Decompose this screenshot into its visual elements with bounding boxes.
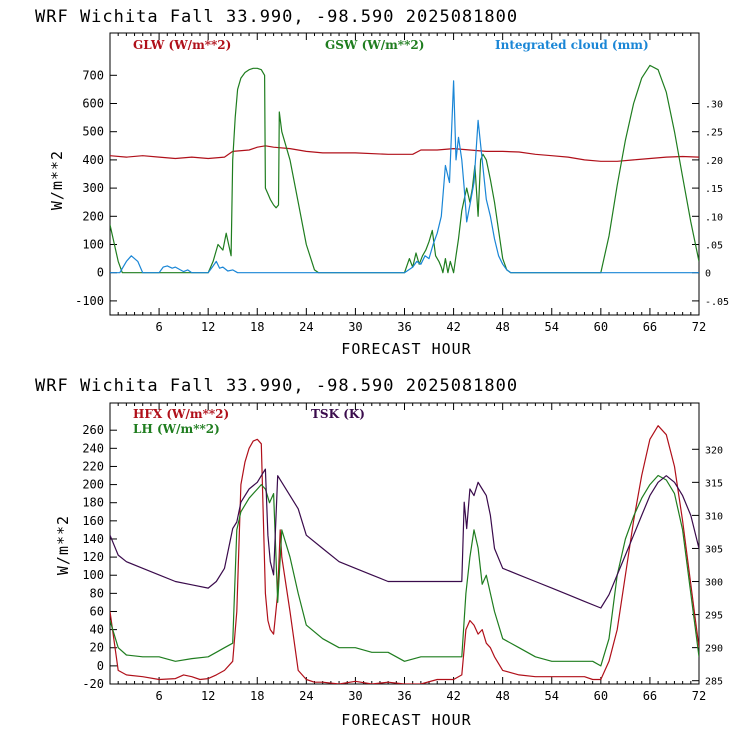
y-tick-label: 700 — [82, 68, 104, 82]
y-tick-label: 400 — [82, 153, 104, 167]
y-tick-label: 100 — [82, 568, 104, 582]
y2-tick-label: .10 — [705, 212, 723, 223]
x-tick-label: 48 — [495, 689, 509, 703]
y-tick-label: 100 — [82, 238, 104, 252]
y2-tick-label: 310 — [705, 511, 723, 522]
legend-tsk: TSK (K) — [311, 407, 365, 421]
y-tick-label: 0 — [97, 659, 104, 673]
x-tick-label: 6 — [155, 320, 162, 334]
y2-tick-label: .20 — [705, 156, 723, 167]
series-line-gsw — [110, 64, 699, 274]
plot-frame — [109, 402, 700, 685]
y2-tick-label: 315 — [705, 478, 723, 489]
series-line-lh — [110, 474, 699, 667]
y-tick-label: 120 — [82, 550, 104, 564]
y-tick-label: 300 — [82, 181, 104, 195]
y-tick-label: 0 — [97, 266, 104, 280]
y-tick-label: 200 — [82, 209, 104, 223]
y2-tick-label: .25 — [705, 128, 723, 139]
x-tick-label: 42 — [446, 320, 460, 334]
y-tick-label: 220 — [82, 459, 104, 473]
y2-tick-label: .05 — [705, 241, 723, 252]
y-tick-label: 140 — [82, 532, 104, 546]
x-tick-label: 66 — [643, 689, 657, 703]
x-tick-label: 18 — [250, 689, 264, 703]
x-axis-label: FORECAST HOUR — [341, 340, 471, 358]
y-tick-label: 80 — [90, 586, 104, 600]
x-tick-label: 60 — [594, 689, 608, 703]
y-tick-label: 600 — [82, 97, 104, 111]
y-axis-label: W/m**2 — [54, 515, 72, 575]
y2-tick-label: 320 — [705, 445, 723, 456]
y2-tick-label: 0 — [705, 269, 711, 280]
y2-tick-label: 300 — [705, 578, 723, 589]
x-tick-label: 72 — [692, 689, 706, 703]
x-tick-label: 60 — [594, 320, 608, 334]
x-tick-label: 42 — [446, 689, 460, 703]
y-axis-label: W/m**2 — [48, 150, 66, 210]
y-tick-label: 20 — [90, 641, 104, 655]
y-tick-label: 200 — [82, 478, 104, 492]
y-tick-label: 180 — [82, 496, 104, 510]
y-tick-label: -100 — [75, 294, 104, 308]
y-tick-label: 240 — [82, 441, 104, 455]
legend-glw: GLW (W/m**2) — [133, 38, 231, 52]
panel-2 — [109, 402, 700, 685]
legend-integrated: Integrated cloud (mm) — [495, 38, 649, 52]
y2-tick-label: 295 — [705, 611, 723, 622]
legend-hfx: HFX (W/m**2) — [133, 407, 229, 421]
x-tick-label: 12 — [201, 320, 215, 334]
y-tick-label: 40 — [90, 623, 104, 637]
y2-tick-label: .15 — [705, 184, 723, 195]
x-tick-label: 48 — [495, 320, 509, 334]
x-tick-label: 66 — [643, 320, 657, 334]
x-tick-label: 12 — [201, 689, 215, 703]
panel-1 — [109, 32, 700, 316]
y-tick-label: 160 — [82, 514, 104, 528]
y2-tick-label: 285 — [705, 677, 723, 688]
y2-tick-label: .30 — [705, 100, 723, 111]
y2-tick-label: 290 — [705, 644, 723, 655]
panel-header: WRF Wichita Fall 33.990, -98.590 2025081… — [35, 376, 518, 396]
y2-tick-label: -.05 — [705, 297, 729, 308]
legend-gsw: GSW (W/m**2) — [325, 38, 424, 52]
x-tick-label: 54 — [545, 320, 559, 334]
y-tick-label: -20 — [82, 677, 104, 691]
x-tick-label: 24 — [299, 689, 313, 703]
y-tick-label: 60 — [90, 604, 104, 618]
series-line-hfx — [110, 425, 699, 684]
x-tick-label: 30 — [348, 320, 362, 334]
x-tick-label: 36 — [397, 320, 411, 334]
y-tick-label: 500 — [82, 125, 104, 139]
x-tick-label: 6 — [155, 689, 162, 703]
legend-lh: LH (W/m**2) — [133, 422, 220, 436]
series-line-tsk — [110, 468, 699, 609]
x-tick-label: 54 — [545, 689, 559, 703]
x-tick-label: 72 — [692, 320, 706, 334]
x-tick-label: 18 — [250, 320, 264, 334]
series-line-glw — [110, 145, 699, 162]
y-tick-label: 260 — [82, 423, 104, 437]
series-line-integrated — [110, 80, 699, 274]
x-tick-label: 30 — [348, 689, 362, 703]
y2-tick-label: 305 — [705, 544, 723, 555]
panel-header: WRF Wichita Fall 33.990, -98.590 2025081… — [35, 7, 518, 27]
x-axis-label: FORECAST HOUR — [341, 711, 471, 729]
x-tick-label: 24 — [299, 320, 313, 334]
x-tick-label: 36 — [397, 689, 411, 703]
